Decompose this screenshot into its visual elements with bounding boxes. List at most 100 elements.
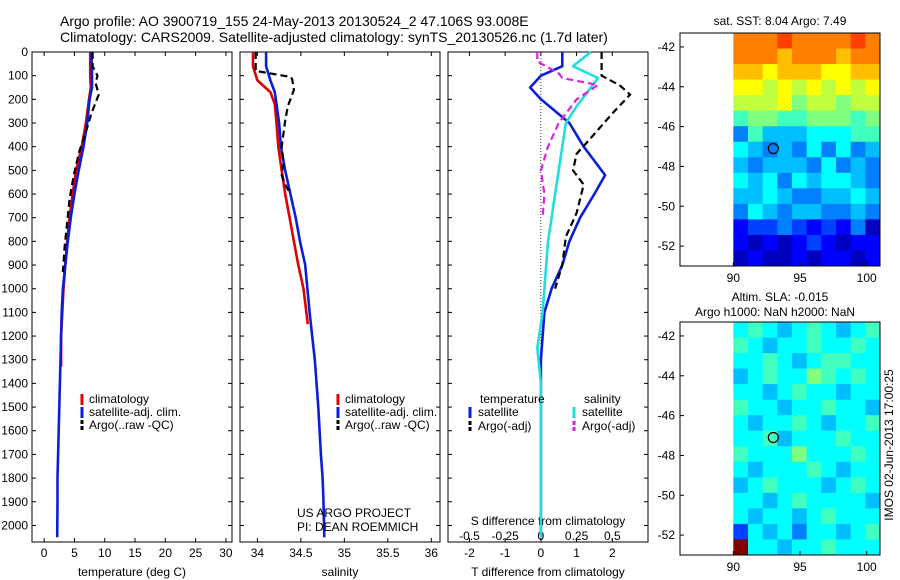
heatmap-cell <box>792 203 808 220</box>
legend-label: Argo(..raw -QC) <box>89 418 174 432</box>
heatmap-cell <box>806 203 822 220</box>
heatmap-cell <box>850 48 866 65</box>
heatmap-cell <box>748 172 764 189</box>
heatmap-cell <box>865 141 881 158</box>
x-tick-label: 0 <box>41 546 48 560</box>
heatmap-cell <box>792 250 808 267</box>
heatmap-cell <box>865 368 881 385</box>
series-line <box>535 50 600 538</box>
heatmap-cell <box>865 446 881 463</box>
heatmap-cell <box>748 492 764 509</box>
heatmap-cell <box>777 234 793 251</box>
heatmap-cell <box>806 172 822 189</box>
heatmap-cell <box>777 523 793 540</box>
heatmap-cell <box>806 234 822 251</box>
heatmap-cell <box>748 126 764 143</box>
heatmap-cell <box>865 461 881 478</box>
heatmap-cell <box>836 172 852 189</box>
heatmap-cell <box>733 95 749 112</box>
heatmap-cell <box>806 384 822 401</box>
y-tick-label: -50 <box>658 199 676 213</box>
heatmap-cell <box>762 64 778 81</box>
legend-label: satellite <box>582 405 623 419</box>
heatmap-cell <box>836 384 852 401</box>
heatmap-cell <box>777 64 793 81</box>
heatmap-cell <box>836 250 852 267</box>
heatmap-cell <box>762 337 778 354</box>
heatmap-cell <box>836 157 852 174</box>
heatmap-cell <box>865 477 881 494</box>
y-tick-label: 1600 <box>1 424 28 438</box>
heatmap-cell <box>777 322 793 339</box>
heatmap-cell <box>762 508 778 525</box>
y-tick-label: 700 <box>8 211 28 225</box>
heatmap-cell <box>865 157 881 174</box>
heatmap-cell <box>865 415 881 432</box>
heatmap-cell <box>836 203 852 220</box>
heatmap-cell <box>792 141 808 158</box>
heatmap-cell <box>836 430 852 447</box>
heatmap-cell <box>762 322 778 339</box>
heatmap-cell <box>733 250 749 267</box>
heatmap-cell <box>850 203 866 220</box>
plot-frame <box>31 51 233 543</box>
heatmap-cell <box>850 79 866 96</box>
series-group <box>55 51 100 538</box>
heatmap-cell <box>821 322 837 339</box>
heatmap-cell <box>806 337 822 354</box>
heatmap-cell <box>777 79 793 96</box>
y-tick-label: -46 <box>658 120 676 134</box>
legend-header: temperature <box>480 392 545 406</box>
heatmap-cell <box>748 446 764 463</box>
series-line <box>264 52 326 538</box>
heatmap-cell <box>865 234 881 251</box>
heatmap-cell <box>777 399 793 416</box>
y-tick-label: -48 <box>658 448 676 462</box>
heatmap-cell <box>806 157 822 174</box>
heatmap-cell <box>806 64 822 81</box>
series-line <box>254 52 295 195</box>
heatmap-cell <box>733 157 749 174</box>
map-sla_map: 90 95 100 -42 -44 -46 -48 -50 -52 Altim. SLA: -0.… <box>658 290 896 574</box>
heatmap-cell <box>850 430 866 447</box>
heatmap-cell <box>865 79 881 96</box>
map-panels: 90 95 100 -42 -44 -46 -48 -50 -52 sat. SST: 8.04 … <box>658 14 896 574</box>
heatmap-cell <box>850 353 866 370</box>
heatmap-cell <box>792 172 808 189</box>
heatmap-cell <box>748 539 764 556</box>
y-tick-label: -44 <box>658 369 676 383</box>
y-tick-label: 0 <box>21 45 28 59</box>
y-tick-label: -52 <box>658 239 676 253</box>
heatmap-cell <box>748 523 764 540</box>
heatmap-cell <box>821 250 837 267</box>
heatmap-cell <box>836 33 852 50</box>
y-tick-label: -42 <box>658 40 676 54</box>
heatmap-cell <box>748 461 764 478</box>
heatmap-cell <box>748 508 764 525</box>
heatmap-cell <box>850 368 866 385</box>
heatmap-cell <box>733 539 749 556</box>
heatmap-cell <box>733 477 749 494</box>
top-tick-label: -0.5 <box>459 529 480 543</box>
panel-temperature: 0100200300400500600700800900100011001200… <box>1 45 233 579</box>
map-subtitle: Argo h1000: NaN h2000: NaN <box>695 305 855 319</box>
map-frame <box>679 321 881 556</box>
top-tick-label: 0.5 <box>604 529 621 543</box>
heatmap-cell <box>836 446 852 463</box>
heatmap-cell <box>865 110 881 127</box>
heatmap-cell <box>748 157 764 174</box>
heatmap-cell <box>748 384 764 401</box>
heatmap-cell <box>821 79 837 96</box>
heatmap-cell <box>821 33 837 50</box>
heatmap-cell <box>806 110 822 127</box>
heatmap-cell <box>792 157 808 174</box>
heatmap-cell <box>762 353 778 370</box>
heatmap-cell <box>806 322 822 339</box>
heatmap-cell <box>733 64 749 81</box>
title-line-1: Argo profile: AO 3900719_155 24-May-2013… <box>60 13 529 29</box>
heatmap-cell <box>748 415 764 432</box>
x-tick-label: 5 <box>71 546 78 560</box>
x-tick-label: 90 <box>727 560 741 574</box>
top-axis-label: S difference from climatology <box>471 514 626 528</box>
heatmap-cell <box>836 508 852 525</box>
